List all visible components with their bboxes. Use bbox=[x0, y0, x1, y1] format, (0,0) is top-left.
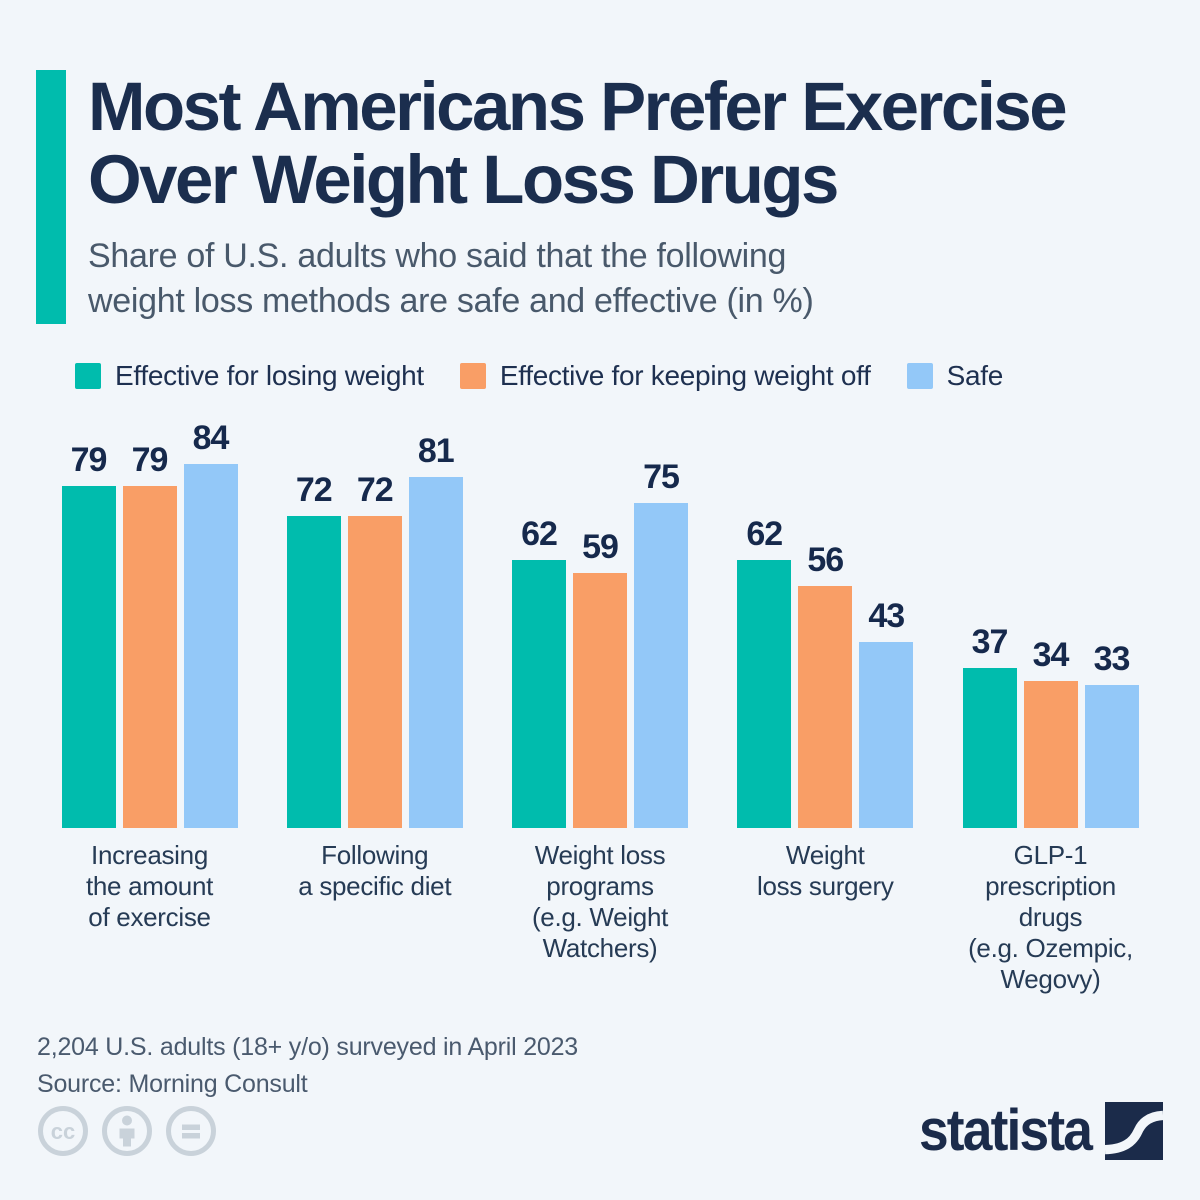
bar-group: 62 59 75 bbox=[488, 458, 713, 828]
page-title: Most Americans Prefer Exercise Over Weig… bbox=[88, 68, 1068, 218]
bar-value-label: 34 bbox=[1032, 636, 1070, 674]
bar-group: 37 34 33 bbox=[938, 623, 1163, 828]
bar-rect bbox=[1084, 685, 1139, 828]
legend-label: Effective for keeping weight off bbox=[499, 360, 871, 391]
bar-rect bbox=[347, 516, 402, 828]
bar-rect bbox=[512, 560, 566, 828]
bar: 62 bbox=[512, 515, 566, 828]
legend-item-1: Effective for losing weight bbox=[75, 360, 424, 392]
category-label: Following a specific diet bbox=[298, 840, 452, 901]
cc-icon[interactable]: cc bbox=[37, 1105, 89, 1157]
accent-bar bbox=[36, 70, 66, 324]
legend-label: Safe bbox=[946, 360, 1004, 391]
bar: 37 bbox=[962, 623, 1017, 828]
category-label: Weight loss programs (e.g. Weight Watchers) bbox=[531, 840, 669, 963]
legend-swatch-icon bbox=[459, 363, 486, 389]
bar: 81 bbox=[408, 432, 463, 828]
bar-value-label: 62 bbox=[521, 515, 558, 553]
bar-rect bbox=[573, 573, 627, 828]
category-label: Increasing the amount of exercise bbox=[85, 840, 214, 932]
bar-value-label: 72 bbox=[356, 471, 394, 509]
page-subtitle: Share of U.S. adults who said that the f… bbox=[88, 234, 1065, 324]
legend-item-3: Safe bbox=[906, 360, 1004, 392]
bar: 62 bbox=[737, 515, 792, 828]
page-title-line-1: Most Americans Prefer Exercise bbox=[88, 68, 1068, 145]
page-subtitle-line-1: Share of U.S. adults who said that the f… bbox=[88, 237, 787, 275]
bar: 72 bbox=[286, 471, 341, 828]
no-derivatives-icon[interactable] bbox=[165, 1105, 217, 1157]
bar-value-label: 72 bbox=[295, 471, 333, 509]
bar-rect bbox=[61, 486, 116, 828]
bar-rect bbox=[122, 486, 177, 828]
legend-item-2: Effective for keeping weight off bbox=[459, 360, 871, 392]
bar: 79 bbox=[61, 441, 116, 828]
legend-swatch-icon bbox=[75, 363, 101, 389]
bar-chart-groups: 79 79 84 72 72 81 62 59 75 62 56 43 37 34 33 bbox=[0, 416, 1200, 828]
bar-rect bbox=[183, 464, 238, 828]
page-title-line-2: Over Weight Loss Drugs bbox=[88, 141, 839, 218]
legend-swatch-icon bbox=[906, 363, 933, 389]
attribution-icon[interactable] bbox=[101, 1105, 153, 1157]
statista-wordmark: statista bbox=[918, 1098, 1093, 1163]
bar: 72 bbox=[347, 471, 402, 828]
legend-label: Effective for losing weight bbox=[115, 360, 424, 391]
category-label: GLP-1 prescription drugs (e.g. Ozempic, Wego… bbox=[968, 840, 1133, 994]
legend: Effective for losing weight Effective for… bbox=[75, 360, 1163, 392]
page-subtitle-line-2: weight loss methods are safe and effecti… bbox=[88, 282, 814, 320]
statista-logo[interactable]: statista bbox=[904, 1097, 1163, 1164]
bar-group: 72 72 81 bbox=[262, 432, 487, 828]
header: Most Americans Prefer Exercise Over Weig… bbox=[36, 70, 1164, 324]
bar-value-label: 33 bbox=[1093, 640, 1131, 678]
bar-value-label: 81 bbox=[417, 432, 455, 470]
bar: 84 bbox=[183, 419, 238, 828]
bar: 43 bbox=[859, 597, 914, 828]
header-text: Most Americans Prefer Exercise Over Weig… bbox=[88, 68, 1068, 324]
bar: 79 bbox=[122, 441, 177, 828]
bar-value-label: 84 bbox=[192, 419, 230, 457]
cc-license[interactable]: cc bbox=[37, 1105, 217, 1157]
bar-value-label: 75 bbox=[643, 458, 680, 496]
bar-rect bbox=[634, 503, 688, 828]
svg-text:cc: cc bbox=[51, 1119, 75, 1144]
bar-value-label: 43 bbox=[868, 597, 905, 635]
source-note: Source: Morning Consult bbox=[37, 1070, 308, 1098]
bar-value-label: 37 bbox=[971, 623, 1009, 661]
bar: 33 bbox=[1084, 640, 1139, 828]
bottom-row: cc statista bbox=[37, 1097, 1163, 1164]
footnotes: 2,204 U.S. adults (18+ y/o) surveyed in … bbox=[37, 1029, 1163, 1103]
bar-rect bbox=[798, 586, 853, 828]
survey-note: 2,204 U.S. adults (18+ y/o) surveyed in … bbox=[37, 1033, 579, 1061]
bar-value-label: 79 bbox=[70, 441, 108, 479]
bar-rect bbox=[408, 477, 463, 828]
bar-rect bbox=[962, 668, 1017, 828]
bar-rect bbox=[859, 642, 914, 828]
category-label: Weight loss surgery bbox=[756, 840, 894, 901]
bar: 56 bbox=[798, 541, 853, 828]
statista-logo-mark-icon bbox=[1105, 1101, 1163, 1160]
bar-value-label: 56 bbox=[807, 541, 844, 579]
bar-rect bbox=[737, 560, 792, 828]
bar: 34 bbox=[1023, 636, 1078, 828]
bar-value-label: 59 bbox=[582, 528, 619, 566]
bar: 59 bbox=[573, 528, 627, 828]
bar-group: 62 56 43 bbox=[713, 515, 938, 828]
category-labels: Increasing the amount of exercise Following… bbox=[0, 840, 1200, 995]
bar-rect bbox=[1023, 681, 1078, 828]
bar-value-label: 62 bbox=[746, 515, 783, 553]
bar-rect bbox=[286, 516, 341, 828]
bar: 75 bbox=[634, 458, 688, 828]
bar-value-label: 79 bbox=[131, 441, 169, 479]
bar-group: 79 79 84 bbox=[37, 419, 262, 828]
